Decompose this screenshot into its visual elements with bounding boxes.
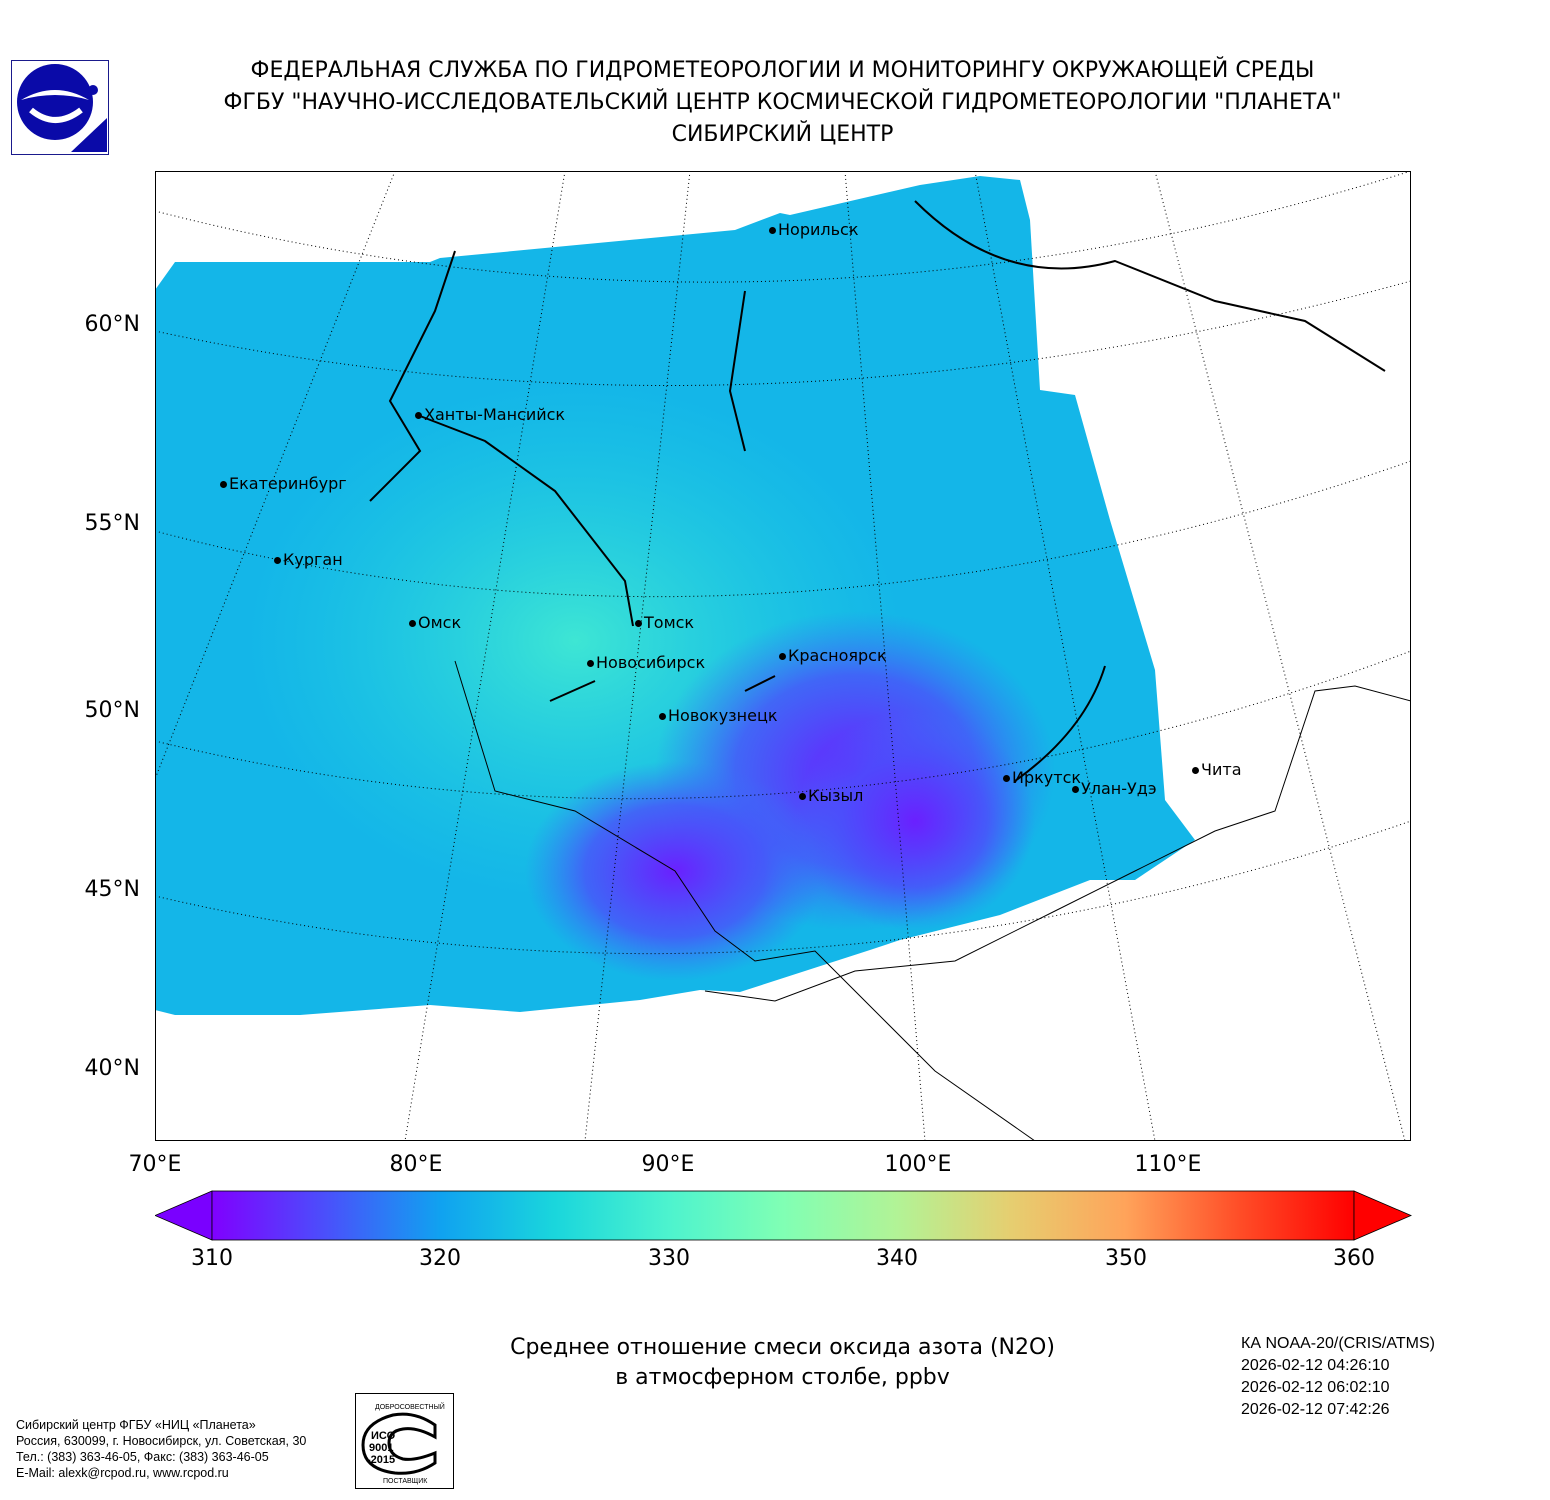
colorbar-tick: 350 xyxy=(1105,1246,1147,1271)
lon-label: 110°E xyxy=(1134,1152,1202,1177)
lat-label: 45°N xyxy=(84,877,140,902)
lat-label: 50°N xyxy=(84,698,140,723)
lat-label: 60°N xyxy=(84,312,140,337)
footer-contacts: Сибирский центр ФГБУ «НИЦ «Планета» Росси… xyxy=(16,1418,307,1480)
city-marker: Иркутск xyxy=(1003,768,1081,787)
colorbar-tick: 310 xyxy=(191,1246,233,1271)
colorbar-tick: 330 xyxy=(648,1246,690,1271)
city-marker: Омск xyxy=(409,613,461,632)
header-line-2: ФГБУ "НАУЧНО-ИССЛЕДОВАТЕЛЬСКИЙ ЦЕНТР КОС… xyxy=(223,90,1342,115)
svg-text:9001: 9001 xyxy=(369,1442,393,1454)
colorbar-tick: 340 xyxy=(876,1246,918,1271)
product-title: Среднее отношение смеси оксида азота (N2… xyxy=(510,1335,1055,1390)
city-marker: Курган xyxy=(274,550,343,569)
rivers-coastlines xyxy=(369,200,1386,782)
colorbar-tick: 360 xyxy=(1333,1246,1375,1271)
iso-stamp: ИСО 9001 -2015 ДОБРОСОВЕСТНЫЙ ПОСТАВЩИК xyxy=(355,1393,454,1489)
city-marker: Чита xyxy=(1192,760,1242,779)
colorbar-extend-high xyxy=(1353,1190,1412,1241)
planeta-logo xyxy=(11,60,109,155)
colorbar-extend-low xyxy=(155,1190,213,1241)
lon-label: 90°E xyxy=(641,1152,695,1177)
svg-text:-2015: -2015 xyxy=(367,1454,395,1466)
lon-label: 70°E xyxy=(128,1152,182,1177)
city-marker: Томск xyxy=(635,613,694,632)
lat-label: 40°N xyxy=(84,1056,140,1081)
map-frame xyxy=(155,171,1411,1141)
city-marker: Улан-Удэ xyxy=(1072,779,1157,798)
lat-label: 55°N xyxy=(84,511,140,536)
colorbar xyxy=(155,1190,1412,1241)
lon-label: 80°E xyxy=(389,1152,443,1177)
satellite-info: КА NOAA-20/(CRIS/ATMS) 2026-02-12 04:26:1… xyxy=(1241,1335,1435,1418)
colorbar-scale xyxy=(211,1190,1355,1241)
header-line-1: ФЕДЕРАЛЬНАЯ СЛУЖБА ПО ГИДРОМЕТЕОРОЛОГИИ … xyxy=(250,58,1315,83)
city-marker: Кызыл xyxy=(799,786,863,805)
city-marker: Екатеринбург xyxy=(220,474,347,493)
svg-text:ПОСТАВЩИК: ПОСТАВЩИК xyxy=(383,1478,428,1485)
city-marker: Норильск xyxy=(769,220,859,239)
header-line-3: СИБИРСКИЙ ЦЕНТР xyxy=(671,122,894,147)
map-panel xyxy=(155,171,1411,1141)
svg-text:ИСО: ИСО xyxy=(371,1430,396,1442)
colorbar-tick: 320 xyxy=(419,1246,461,1271)
lon-label: 100°E xyxy=(884,1152,952,1177)
borders xyxy=(454,660,1411,1141)
city-marker: Новосибирск xyxy=(587,653,705,672)
city-marker: Новокузнецк xyxy=(659,706,778,725)
city-marker: Ханты-Мансийск xyxy=(415,405,565,424)
city-marker: Красноярск xyxy=(779,646,887,665)
svg-text:ДОБРОСОВЕСТНЫЙ: ДОБРОСОВЕСТНЫЙ xyxy=(375,1402,445,1411)
graticule xyxy=(155,171,1411,1141)
